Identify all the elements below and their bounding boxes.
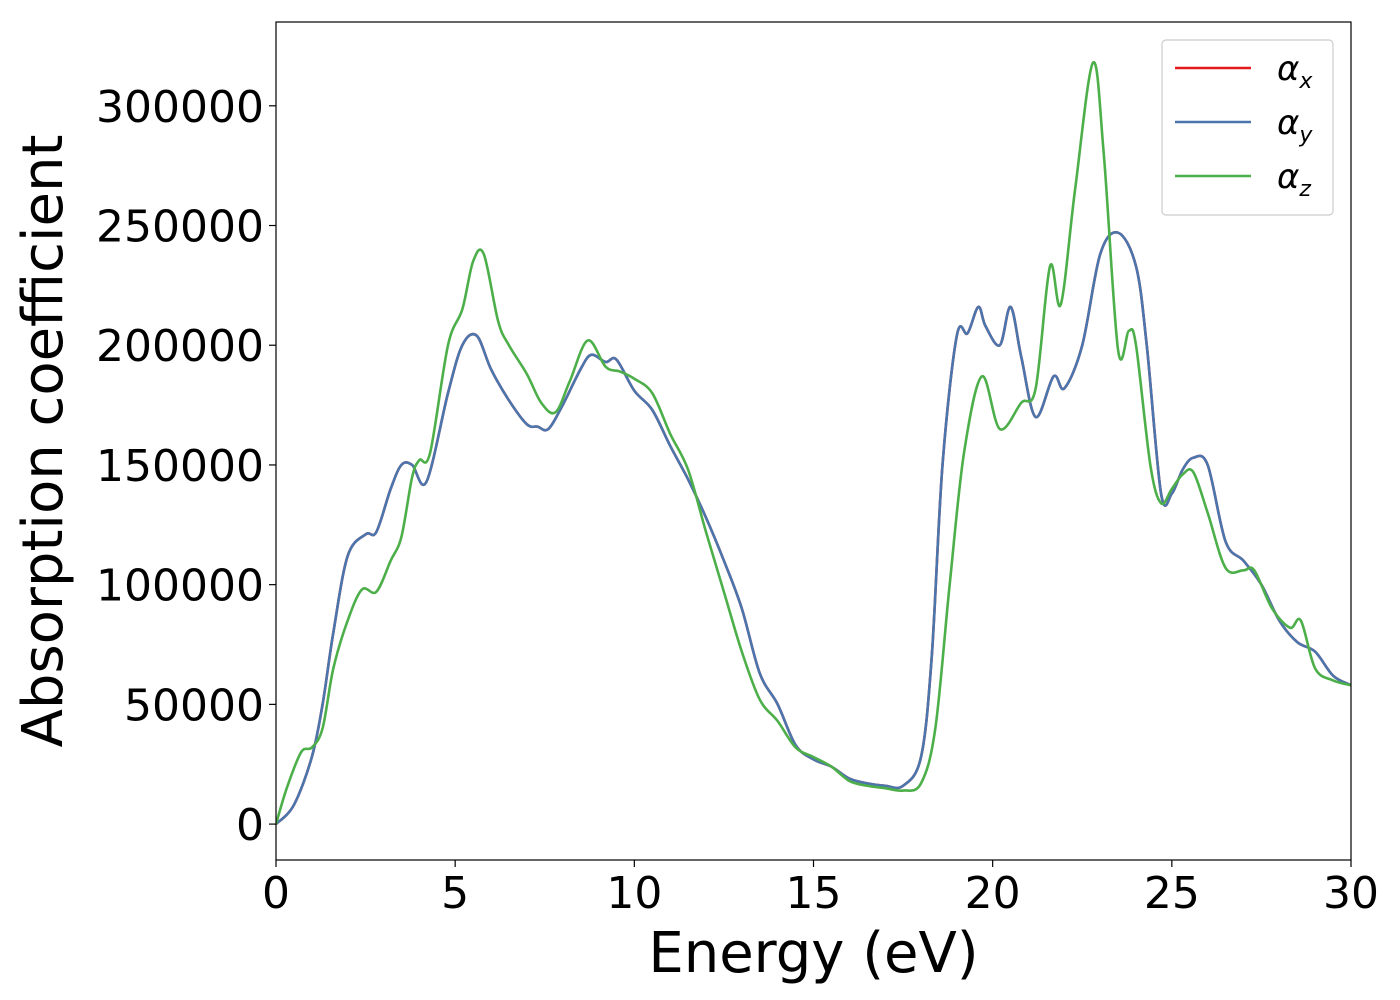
legend-box [1161,39,1334,216]
x-tick-label: 10 [606,868,662,919]
x-tick-label: 0 [262,868,290,919]
y-tick-label: 250000 [96,202,264,253]
x-tick-label: 25 [1144,868,1200,919]
y-tick-label: 100000 [96,561,264,612]
y-axis-title: Absorption coefficient [11,135,76,748]
y-axis: 0 50000 100000 150000 200000 250000 300000 [96,82,276,851]
x-tick-label: 15 [786,868,842,919]
series-layer [276,61,1351,826]
x-tick-label: 20 [965,868,1021,919]
x-tick-label: 30 [1323,868,1379,919]
x-axis-title: Energy (eV) [648,921,978,986]
x-axis: 0 5 10 15 20 25 30 [262,860,1379,919]
legend-label-z: αz [1277,157,1311,202]
x-tick-label: 5 [441,868,469,919]
y-tick-label: 150000 [96,441,264,492]
series-line-x [276,230,1351,826]
y-tick-label: 300000 [96,82,264,133]
y-tick-label: 50000 [124,680,264,731]
series-line-y [276,230,1351,826]
y-tick-label: 0 [236,800,264,851]
series-line-z [276,61,1351,825]
y-tick-label: 200000 [96,321,264,372]
